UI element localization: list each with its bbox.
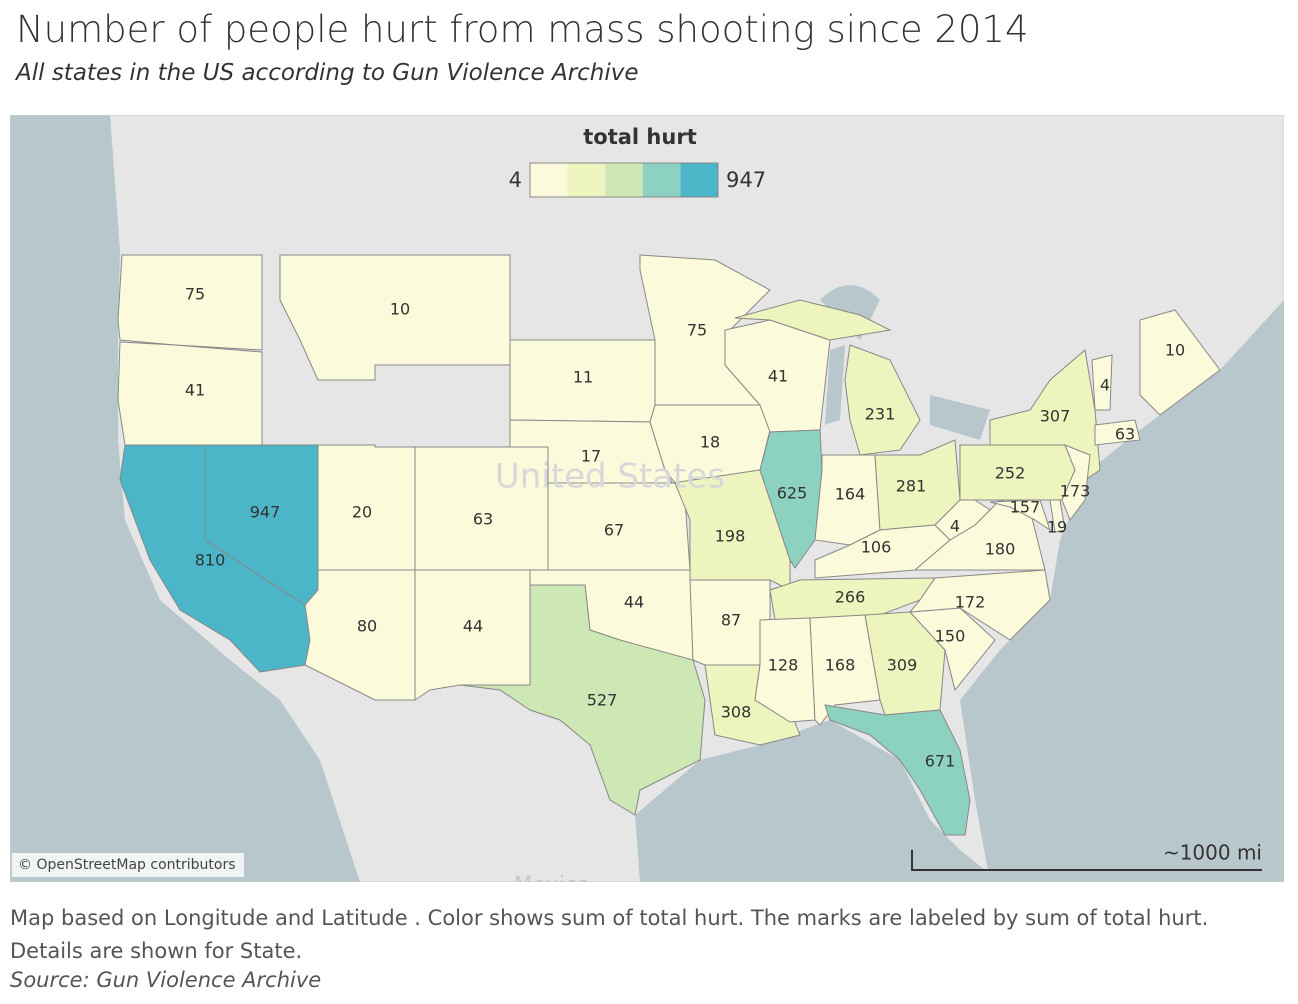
attribution-bg (12, 853, 244, 877)
state-label: 11 (573, 368, 593, 387)
legend-swatch (567, 163, 606, 197)
state-label: 4 (1100, 376, 1110, 395)
state-label: 75 (185, 285, 205, 304)
state-label: 17 (581, 447, 601, 466)
state (1061, 444, 1091, 522)
state (459, 584, 706, 816)
state-label: 625 (777, 484, 808, 503)
caption: Map based on Longitude and Latitude . Co… (10, 906, 1209, 963)
state-label: 106 (861, 538, 892, 557)
state-label: 671 (925, 752, 956, 771)
state (844, 344, 921, 456)
state-label: 4 (950, 517, 960, 536)
state-label: 10 (1165, 341, 1185, 360)
state-label: 198 (715, 527, 746, 546)
country-label: Mexico (514, 873, 591, 898)
state-label: 281 (896, 477, 927, 496)
state-label: 150 (935, 627, 966, 646)
state-label: 527 (587, 691, 618, 710)
state-label: 63 (473, 510, 493, 529)
state (1139, 309, 1221, 416)
state (989, 499, 1051, 532)
state (1091, 354, 1113, 411)
state (1094, 419, 1141, 446)
country-label: United States (495, 457, 725, 497)
state (1049, 499, 1066, 533)
state-label: 173 (1060, 482, 1091, 501)
state-label: 231 (865, 405, 896, 424)
state-label: 810 (195, 551, 226, 570)
state-label: 20 (352, 503, 372, 522)
state-label: 18 (700, 433, 720, 452)
state (734, 299, 892, 341)
atlantic-ocean (960, 300, 1284, 882)
state (824, 704, 971, 836)
legend-swatch (642, 163, 681, 197)
state-label: 168 (825, 656, 856, 675)
state-label: 41 (185, 381, 205, 400)
state-label: 252 (995, 464, 1026, 483)
state-label: 80 (357, 617, 377, 636)
state-label: 63 (1115, 425, 1135, 444)
state-label: 308 (721, 703, 752, 722)
state (759, 429, 823, 569)
state-label: 87 (721, 611, 741, 630)
state-label: 266 (835, 588, 866, 607)
legend-swatch (680, 163, 718, 197)
state-label: 309 (887, 656, 918, 675)
legend-frame (529, 162, 719, 198)
state-label: 44 (624, 593, 644, 612)
legend-min: 4 (509, 168, 522, 192)
subtitle: All states in the US according to Gun Vi… (16, 60, 639, 86)
state-label: 307 (1040, 407, 1071, 426)
state (547, 482, 691, 571)
attribution: © OpenStreetMap contributors (18, 857, 236, 873)
state-label: 10 (390, 300, 410, 319)
gulf-of-mexico (635, 720, 1000, 882)
state (279, 254, 511, 381)
state-label: 157 (1010, 498, 1041, 517)
legend: 4 947 (509, 162, 766, 198)
state-label: 41 (768, 367, 788, 386)
state-label: 172 (955, 593, 986, 612)
legend-swatch (605, 163, 643, 197)
scale-label: ~1000 mi (1163, 841, 1262, 865)
state-label: 180 (985, 540, 1016, 559)
state (908, 569, 1051, 641)
legend-title: total hurt (583, 125, 696, 149)
state-label: 75 (687, 321, 707, 340)
legend-swatch (530, 163, 568, 197)
legend-max: 947 (726, 168, 766, 192)
scale-bar (911, 850, 1262, 871)
title: Number of people hurt from mass shooting… (16, 8, 1029, 51)
state-label: 44 (463, 617, 483, 636)
state-label: 67 (604, 521, 624, 540)
state-label: 164 (835, 485, 866, 504)
state-label: 128 (768, 656, 799, 675)
source: Source: Gun Violence Archive (10, 968, 322, 992)
pacific-ocean (10, 115, 360, 882)
state-label: 947 (250, 503, 281, 522)
state-label: 19 (1047, 518, 1067, 537)
